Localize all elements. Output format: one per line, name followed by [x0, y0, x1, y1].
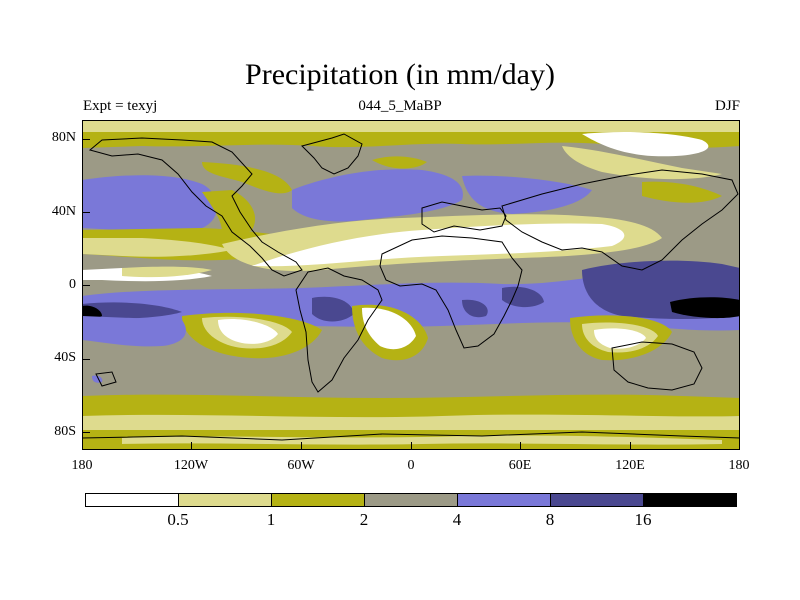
central-africa-wet-core	[502, 286, 544, 308]
sw-pacific-blue	[82, 316, 186, 347]
lon-tick-180w	[82, 442, 83, 450]
lat-tick-40s	[82, 359, 90, 360]
asia-light-region	[562, 146, 722, 180]
antarctica-outline	[82, 431, 740, 441]
pacific-dry-edge	[122, 266, 212, 278]
lon-tick-60w	[301, 442, 302, 450]
atlantic-storm-track	[292, 169, 463, 222]
lon-label-120e: 120E	[615, 458, 645, 473]
lat-tick-80s	[82, 432, 90, 433]
period-label: 044_5_MaBP	[358, 98, 442, 114]
precipitation-map	[82, 120, 740, 450]
colorbar-cell-6	[644, 494, 736, 506]
colorbar-cell-4	[458, 494, 551, 506]
colorbar-cell-2	[272, 494, 365, 506]
lon-label-60w: 60W	[287, 458, 315, 473]
lon-tick-60e	[520, 442, 521, 450]
season-label: DJF	[714, 98, 740, 114]
colorbar-cell-5	[551, 494, 644, 506]
north-america-outline	[88, 137, 303, 277]
lon-tick-0	[411, 442, 412, 450]
coastlines	[82, 133, 740, 441]
colorbar-cell-1	[179, 494, 272, 506]
lat-label-80s: 80S	[54, 424, 76, 439]
new-zealand-outline	[95, 371, 117, 387]
pacific-edge	[202, 190, 256, 235]
subtropical-light-west	[82, 238, 232, 257]
colorbar-label-4: 8	[545, 510, 555, 529]
colorbar-label-0: 0.5	[167, 510, 189, 529]
lon-label-0: 0	[407, 458, 415, 473]
lon-label-180w: 180	[71, 458, 93, 473]
lat-label-equator: 0	[69, 277, 76, 292]
colorbar-label-2: 2	[359, 510, 369, 529]
colorbar-label-3: 4	[452, 510, 462, 529]
lat-label-40s: 40S	[54, 350, 76, 365]
antarctic-light	[122, 435, 722, 445]
lon-label-120w: 120W	[173, 458, 209, 473]
lon-tick-120e	[630, 442, 631, 450]
experiment-label: Expt = texyj	[83, 98, 158, 114]
south-america-outline	[295, 267, 383, 393]
eq-pacific-wet-core	[82, 302, 182, 319]
se-pacific-dry	[218, 318, 278, 344]
greenland-outline	[301, 133, 363, 175]
arctic-mid-band	[82, 132, 740, 149]
lon-label-60e: 60E	[508, 458, 532, 473]
lon-tick-120w	[191, 442, 192, 450]
lat-label-40n: 40N	[51, 204, 76, 219]
colorbar	[85, 493, 737, 507]
colorbar-label-5: 16	[634, 510, 652, 529]
east-asia-yellow	[642, 181, 722, 203]
congo-wet-core	[462, 299, 488, 318]
europe-outline	[421, 201, 507, 233]
pacific-storm-track	[82, 175, 217, 232]
africa-outline	[379, 235, 523, 349]
southern-ocean-light	[82, 414, 740, 433]
colorbar-label-1: 1	[266, 510, 276, 529]
lon-tick-180e	[739, 442, 740, 450]
eurasia-storm-track	[462, 175, 592, 214]
eq-pacific-max-west	[82, 305, 102, 319]
sahara-arabia-dry-region	[252, 223, 625, 267]
amazon-wet-core	[312, 296, 354, 322]
colorbar-cell-3	[365, 494, 458, 506]
siberia-dry-region	[582, 132, 709, 157]
southern-ocean-yellow	[82, 394, 740, 419]
chart-title: Precipitation (in mm/day)	[245, 58, 555, 91]
n-america-yellow	[202, 162, 292, 194]
lat-tick-40n	[82, 212, 90, 213]
asia-outline	[501, 169, 739, 271]
australia-outline	[611, 341, 703, 391]
n-atlantic-yellow	[372, 156, 427, 169]
colorbar-cell-0	[86, 494, 179, 506]
lon-label-180e: 180	[728, 458, 750, 473]
arctic-light-band	[82, 120, 740, 132]
lat-label-80n: 80N	[51, 130, 76, 145]
lat-tick-equator	[82, 285, 90, 286]
map-canvas	[82, 120, 740, 450]
s-atlantic-dry	[362, 307, 416, 350]
warm-pool-max	[670, 297, 740, 319]
lat-tick-80n	[82, 139, 90, 140]
